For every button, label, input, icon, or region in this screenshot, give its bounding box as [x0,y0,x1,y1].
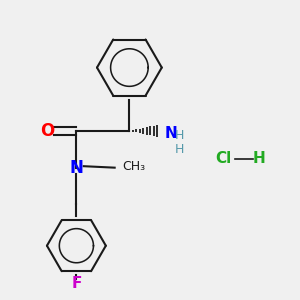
Text: CH₃: CH₃ [122,160,145,173]
Text: Cl: Cl [215,151,232,166]
Text: H: H [253,151,265,166]
Text: H: H [175,129,184,142]
Text: O: O [40,122,54,140]
Text: N: N [164,126,177,141]
Text: H: H [175,143,184,157]
Text: N: N [70,159,83,177]
Text: F: F [71,276,82,291]
